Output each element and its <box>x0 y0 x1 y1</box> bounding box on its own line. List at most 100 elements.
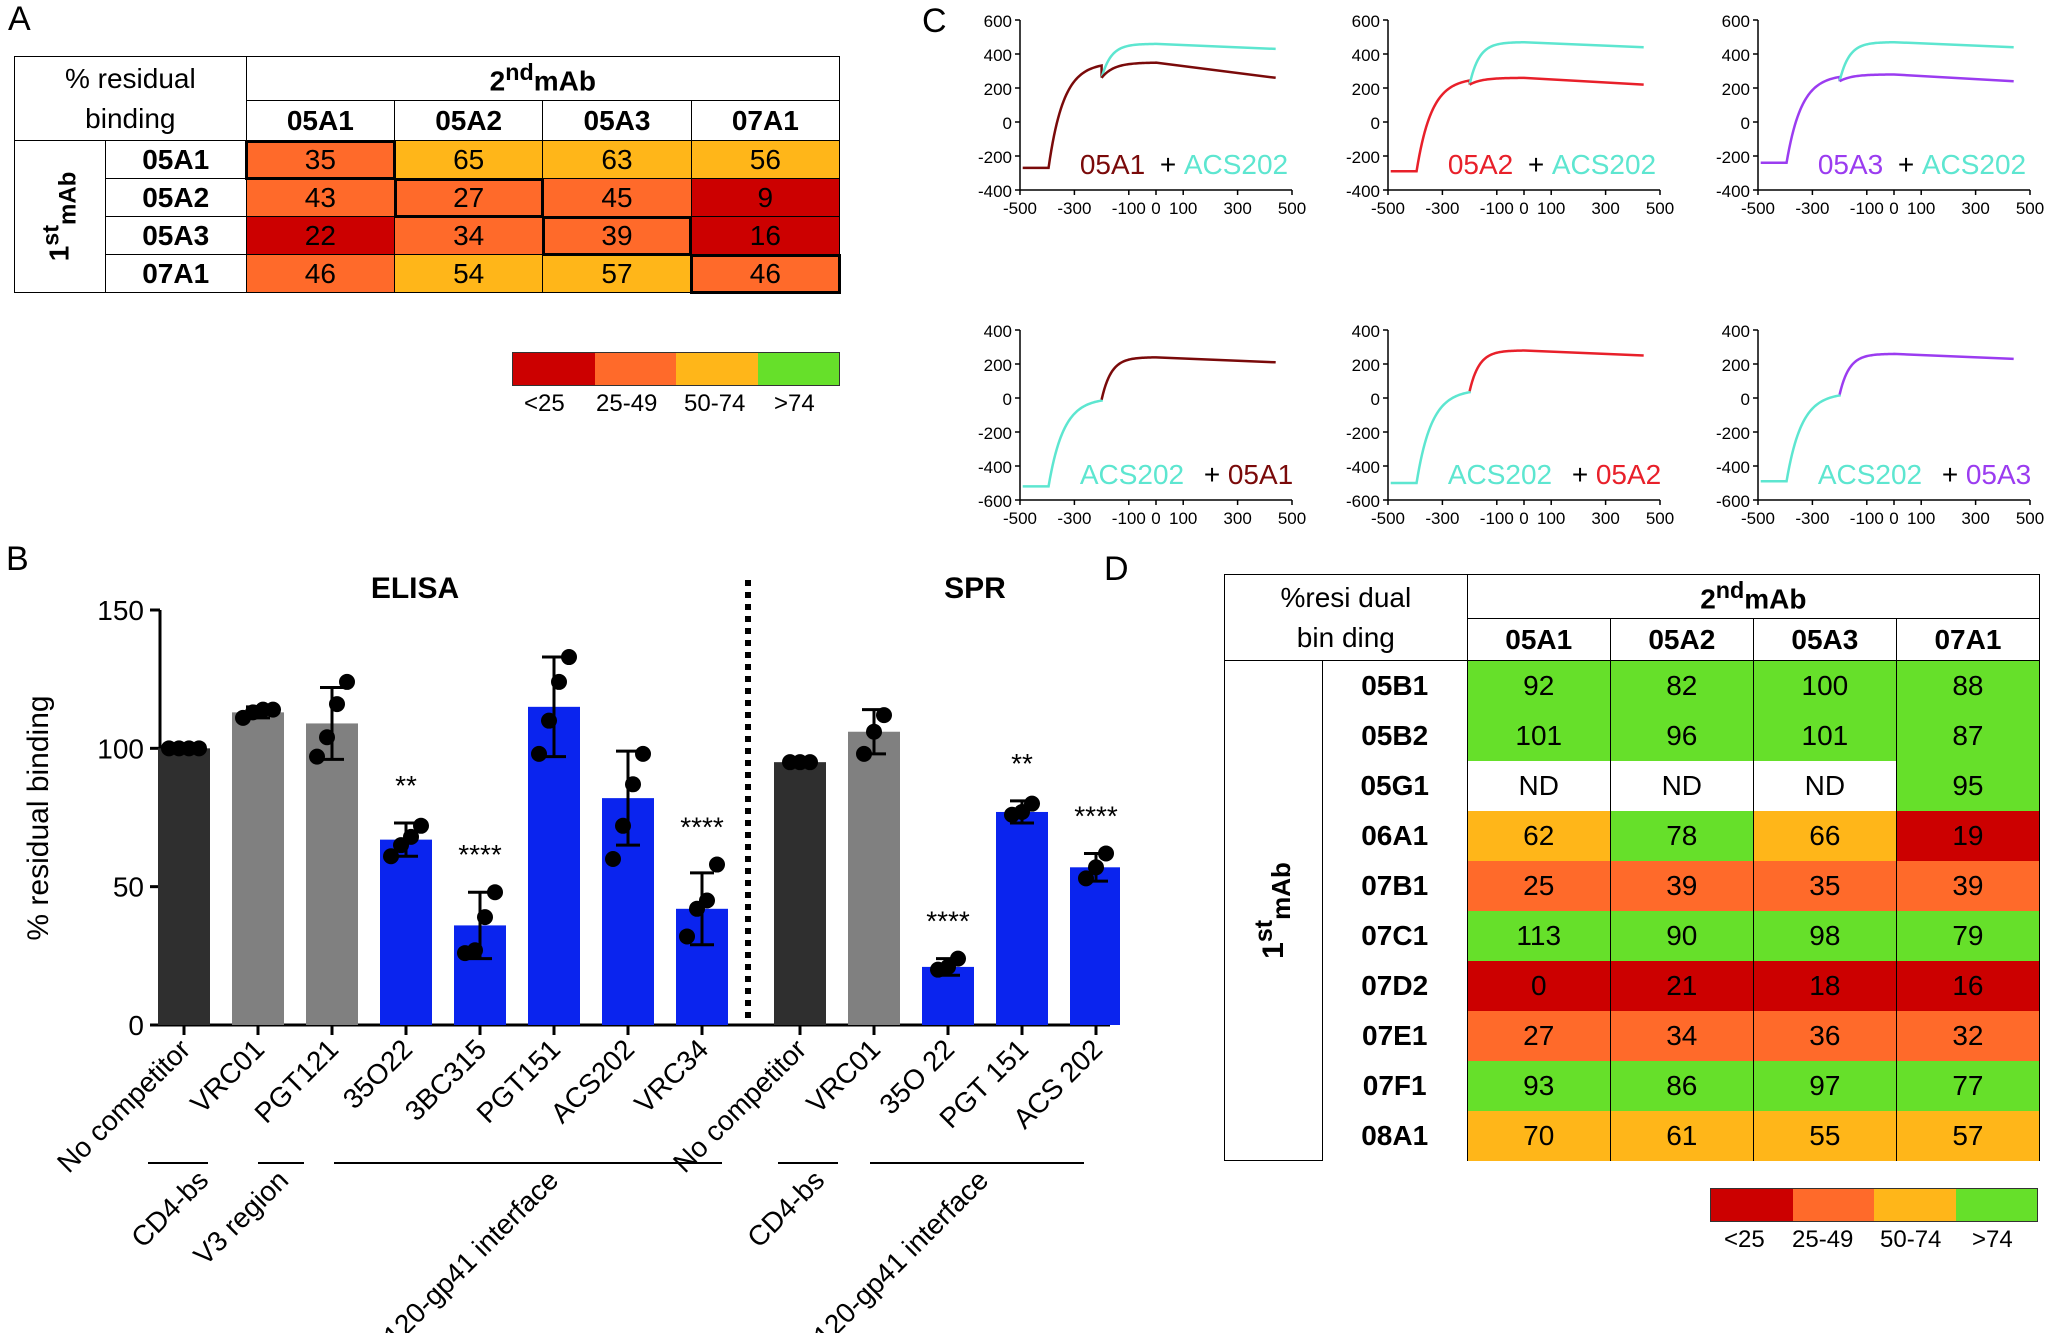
sensorgram-label-2: 05A3 <box>1966 459 2031 490</box>
table-a-row-header: 05A1 <box>104 140 247 179</box>
table-d-cell: 36 <box>1752 1010 1897 1061</box>
table-a-row-header: 05A3 <box>104 216 247 255</box>
table-d-row-header: 08A1 <box>1361 1119 1429 1151</box>
first-mab-sup: st <box>37 225 64 246</box>
table-d-row-header: 05G1 <box>1360 769 1429 801</box>
panel-label-b: B <box>6 540 29 578</box>
legend-a-label-3: 50-74 <box>684 390 746 417</box>
legend-a <box>512 352 840 386</box>
table-d-cell: 0 <box>1466 960 1611 1011</box>
second-mab-num-d: 2 <box>1700 583 1716 615</box>
x-tick-label: 100 <box>1537 199 1565 218</box>
sensorgram-label-2: ACS202 <box>1922 149 2026 180</box>
panel-label-c: C <box>922 2 947 40</box>
sensorgram-plus: + <box>1528 149 1544 180</box>
table-d-cell: 25 <box>1466 860 1611 911</box>
table-row: 05A2 43 27 45 9 <box>15 177 841 218</box>
x-tick-label: -100 <box>1850 509 1884 528</box>
sensorgram-plus: + <box>1898 149 1914 180</box>
x-tick-label: 300 <box>1223 199 1251 218</box>
bar <box>848 731 900 1025</box>
data-point <box>403 828 419 845</box>
table-row: 07D2 0 21 18 16 <box>1225 960 2041 1011</box>
table-row: 07C1 113 90 98 79 <box>1225 910 2041 961</box>
x-tick-label: 500 <box>1646 199 1674 218</box>
x-tick-label: PGT121 <box>249 1033 345 1129</box>
data-point <box>802 754 818 771</box>
table-d-cell: 78 <box>1609 810 1754 861</box>
sensorgram-label-2: 05A1 <box>1228 459 1293 490</box>
data-point <box>319 729 335 746</box>
legend-a-label-4: >74 <box>774 390 815 417</box>
data-point <box>635 745 651 762</box>
y-tick-label: 400 <box>1722 322 1750 341</box>
table-d-row-header: 07B1 <box>1361 869 1429 901</box>
table-d-cell: 95 <box>1895 760 2041 811</box>
sensorgram-label-2: ACS202 <box>1184 149 1288 180</box>
y-tick-label: -400 <box>1716 458 1750 477</box>
sensorgram-label-1: ACS202 <box>1448 459 1552 490</box>
table-d-cell: 39 <box>1895 860 2041 911</box>
bar-chart-panel: 0 50 100 150 % residual binding ELISA SPR No co… <box>22 572 1120 1333</box>
data-point <box>467 942 483 959</box>
first-mab-rest: mAb <box>54 171 82 225</box>
table-d-cell: ND <box>1752 760 1897 811</box>
sensorgram-curve-first-continued <box>1839 73 2014 83</box>
data-point <box>679 928 695 945</box>
sensorgram-label-2: ACS202 <box>1552 149 1656 180</box>
x-tick-label: 500 <box>1646 509 1674 528</box>
table-a-row-header: 05A2 <box>104 178 247 217</box>
data-point <box>477 909 493 926</box>
table-a: % residual binding 2ndmAb 05A1 05A2 05A3 07… <box>14 56 841 294</box>
panel-label-a: A <box>8 0 31 38</box>
x-tick-label: No competitor <box>51 1033 196 1178</box>
y-tick-label: 400 <box>984 322 1012 341</box>
table-d-cell: 101 <box>1752 710 1897 761</box>
y-tick-label: -400 <box>978 182 1012 201</box>
sensorgram-plus: + <box>1942 459 1958 490</box>
table-d-cell: 82 <box>1609 660 1754 711</box>
x-tick-label: 0 <box>1889 199 1898 218</box>
x-tick-label: -500 <box>1003 199 1037 218</box>
table-d-cell: 62 <box>1466 810 1611 861</box>
table-row: 07F1 93 86 97 77 <box>1225 1060 2041 1111</box>
sensorgram-label-2: 05A2 <box>1596 459 1661 490</box>
x-tick-label: -100 <box>1112 199 1146 218</box>
x-tick-label: -100 <box>1480 199 1514 218</box>
data-point <box>615 817 631 834</box>
sensorgram-curve-second <box>1100 356 1276 400</box>
chart-title-elisa: ELISA <box>371 572 459 605</box>
data-point <box>866 723 882 740</box>
y-tick-label: 600 <box>1722 12 1750 31</box>
y-tick-label: 0 <box>1741 114 1750 133</box>
legend-d-swatch-green <box>1955 1189 2037 1221</box>
table-a-cell: 54 <box>393 254 544 293</box>
sensorgram-curve-second <box>1838 40 2014 82</box>
data-point <box>329 696 345 713</box>
table-d-col-header: 07A1 <box>1895 618 2041 661</box>
x-tick-label: -300 <box>1795 509 1829 528</box>
table-d-cell: 18 <box>1752 960 1897 1011</box>
second-mab-header: 2ndmAb <box>245 56 841 101</box>
first-mab-header: 1stmAb <box>14 140 106 293</box>
y-tick-label: -400 <box>1346 182 1380 201</box>
table-a-cell: 56 <box>690 140 841 179</box>
x-tick-label: 0 <box>1519 199 1528 218</box>
second-mab-sup: nd <box>505 59 534 86</box>
x-tick-label: -300 <box>1057 509 1091 528</box>
table-d-col-header: 05A3 <box>1752 618 1897 661</box>
x-tick-label: 100 <box>1169 509 1197 528</box>
second-mab-rest-d: mAb <box>1744 583 1807 615</box>
x-tick-label: 100 <box>1907 199 1935 218</box>
table-d-cell: 55 <box>1752 1110 1897 1161</box>
second-mab-rest: mAb <box>533 65 596 97</box>
table-d-row-header: 07E1 <box>1362 1019 1428 1051</box>
legend-swatch-green <box>757 353 839 385</box>
y-tick-label: 400 <box>1352 46 1380 65</box>
sensorgram-curve-first <box>1760 394 1841 483</box>
x-tick-label: 300 <box>1961 199 1989 218</box>
table-row: 05B2 101 96 101 87 <box>1225 710 2041 761</box>
table-d-cell: ND <box>1466 760 1611 811</box>
x-tick-label: 0 <box>1151 199 1160 218</box>
table-row: 06A1 62 78 66 19 <box>1225 810 2041 861</box>
